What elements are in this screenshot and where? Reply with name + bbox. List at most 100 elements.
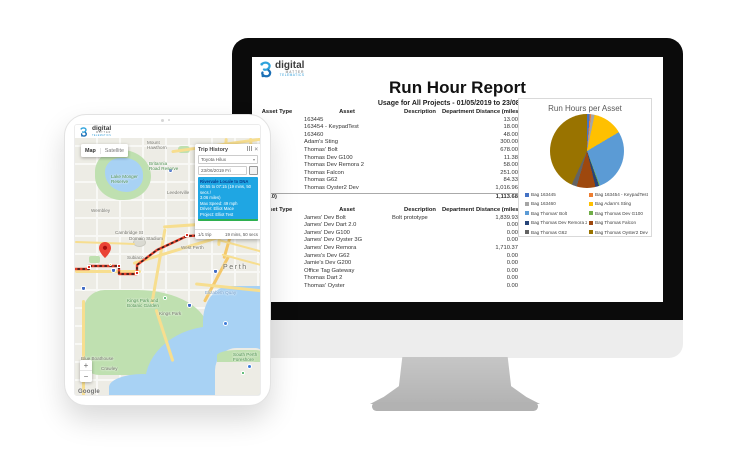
cell-distance: 0.00	[506, 275, 518, 282]
satellite-view-button[interactable]: Satellite	[99, 147, 128, 154]
camera-dot	[168, 119, 170, 121]
cell-asset: 163460	[304, 131, 324, 138]
date-input[interactable]: 23/06/2019 Fri	[198, 166, 247, 175]
cell-distance: 13.00	[503, 116, 518, 123]
brand-name: digital	[275, 60, 305, 71]
cell-asset: James' Dev G100	[304, 229, 350, 236]
tablet-screen: digital MATTER TELEMATICS	[74, 124, 261, 396]
poi-marker[interactable]	[241, 371, 245, 375]
monitor-base	[372, 402, 538, 411]
trip-panel-title: Trip History	[198, 146, 228, 153]
map-label: Kings Park and Botanic Garden	[127, 298, 159, 309]
report-table-bag: Asset Type Asset Description Department …	[252, 109, 522, 200]
tablet: digital MATTER TELEMATICS	[64, 114, 271, 406]
trip-project: Project: Elliot Test	[200, 211, 234, 217]
legend-item: Bag Thomas' Bolt	[525, 211, 587, 216]
table-row: James' Dev Dart 2.0 0.00	[252, 222, 522, 230]
trip-start-marker	[109, 263, 112, 266]
total-distance: 1,113.68	[495, 193, 518, 200]
cell-distance: 58.00	[503, 162, 518, 169]
table-row: Adam's Sting 300.00	[252, 139, 522, 147]
legend-swatch	[525, 201, 529, 206]
zoom-in-button[interactable]: +	[80, 360, 92, 371]
zoom-out-button[interactable]: −	[83, 372, 89, 381]
route-waypoint	[87, 265, 91, 269]
vehicle-select[interactable]: Toyota Hilux ▾	[198, 155, 258, 164]
poi-marker[interactable]	[247, 364, 252, 369]
report-subtitle: Usage for All Projects - 01/05/2019 to 2…	[377, 100, 538, 107]
legend-item: Bag Thomas Oyster2 Dev	[589, 230, 653, 235]
cell-distance: 1,710.37	[495, 244, 518, 251]
table-row: 163460 48.00	[252, 132, 522, 140]
map-label: Perth	[223, 264, 248, 271]
brand-sub2: TELEMATICS	[92, 134, 112, 137]
cell-asset: 163454 - KeypadTest	[304, 124, 359, 131]
route-waypoint	[117, 264, 121, 268]
monitor-bezel: digital MATTER TELEMATICS Run Hour Repor…	[232, 38, 683, 320]
brand-sub2: TELEMATICS	[279, 73, 305, 78]
route-waypoint	[185, 233, 189, 237]
map-label: Leederville	[167, 190, 190, 195]
cell-asset: James' Dev Dart 2.0	[304, 222, 357, 229]
map-label: South Perth Foreshore	[233, 352, 258, 363]
brand-swirl-icon	[260, 61, 272, 78]
legend-item: Bag Thomas G62	[525, 230, 587, 235]
table-row: James' Dev Oyster 3G 0.00	[252, 237, 522, 245]
map-label: Crawley	[101, 366, 118, 371]
trip-count: 1/1 trip	[198, 232, 212, 237]
legend-swatch	[589, 230, 593, 235]
trip-panel-footer: 1/1 trip 19 mins, 50 secs	[195, 229, 260, 239]
chart-icon[interactable]	[247, 145, 253, 151]
cell-distance: 0.00	[506, 222, 518, 229]
col-asset: Asset	[339, 207, 355, 213]
zoom-control: + −	[80, 360, 92, 382]
legend-label: Bag Adam's Sting	[595, 201, 632, 207]
table-row: James' Dev Bolt Bolt prototype 1,839.93	[252, 215, 522, 223]
legend-label: Bag Thomas Dev Remora 2	[531, 220, 587, 226]
table-row: Thomas Falcon 251.00	[252, 170, 522, 178]
legend-label: Bag Thomas Oyster2 Dev	[595, 229, 648, 235]
poi-marker[interactable]	[163, 296, 167, 300]
map-canvas[interactable]: Mount Hawthorn Britannia Road Reserve La…	[75, 138, 260, 395]
run-hours-chart: Run Hours per Asset Bag 163445 Bag 16345…	[518, 98, 652, 237]
chevron-down-icon: ▾	[252, 157, 255, 162]
trip-panel-header: Trip History ×	[195, 144, 260, 155]
park-area	[89, 256, 100, 263]
road	[75, 270, 141, 273]
table-header-row: Asset Type Asset Description Department …	[252, 207, 522, 215]
road-shield-icon	[111, 268, 116, 273]
legend-item: Bag 163460	[525, 201, 587, 206]
table-row: Thomas Oyster2 Dev 1,016.96	[252, 185, 522, 193]
date-picker-button[interactable]	[249, 166, 258, 175]
table-row: James' Dev Remora 1,710.37	[252, 245, 522, 253]
report-title: Run Hour Report	[389, 78, 526, 97]
legend-item: Bag 163445	[525, 192, 587, 197]
legend-swatch	[525, 220, 529, 225]
legend-label: Bag 163454 - KeypadTest	[595, 192, 648, 197]
legend-swatch	[525, 211, 529, 216]
cell-distance: 678.00	[500, 146, 518, 153]
road	[82, 300, 85, 395]
cell-asset: Thomas G62	[304, 177, 338, 184]
foreshore-strip	[217, 350, 260, 362]
cell-distance: 1,839.93	[495, 214, 518, 221]
table-header-row: Asset Type Asset Description Department …	[252, 109, 522, 117]
map-label: Britannia Road Reserve	[149, 161, 179, 172]
cell-asset: Thomas' Bolt	[304, 146, 338, 153]
cell-asset: James's Dev G62	[304, 252, 350, 259]
close-icon[interactable]: ×	[254, 146, 258, 153]
legend-label: Bag 163460	[531, 201, 556, 207]
poi-marker[interactable]	[223, 321, 228, 326]
trip-card[interactable]: Rivervale Locale to DNA 06:55 to 07:15 (…	[198, 177, 258, 222]
cell-distance: 1,016.96	[495, 184, 518, 191]
legend-swatch	[589, 201, 593, 206]
col-department: Department	[442, 207, 475, 213]
digital-matter-logo: digital MATTER TELEMATICS	[75, 125, 260, 138]
map-label: Elizabeth Quay	[205, 290, 237, 295]
map-view-button[interactable]: Map	[85, 147, 96, 154]
road-shield-icon	[213, 269, 218, 274]
legend-item: Bag Thomas Dev Remora 2	[525, 220, 587, 225]
map-labels: Mount Hawthorn Britannia Road Reserve La…	[75, 138, 260, 395]
cell-distance: 11.38	[503, 154, 518, 161]
cell-distance: 84.33	[503, 177, 518, 184]
